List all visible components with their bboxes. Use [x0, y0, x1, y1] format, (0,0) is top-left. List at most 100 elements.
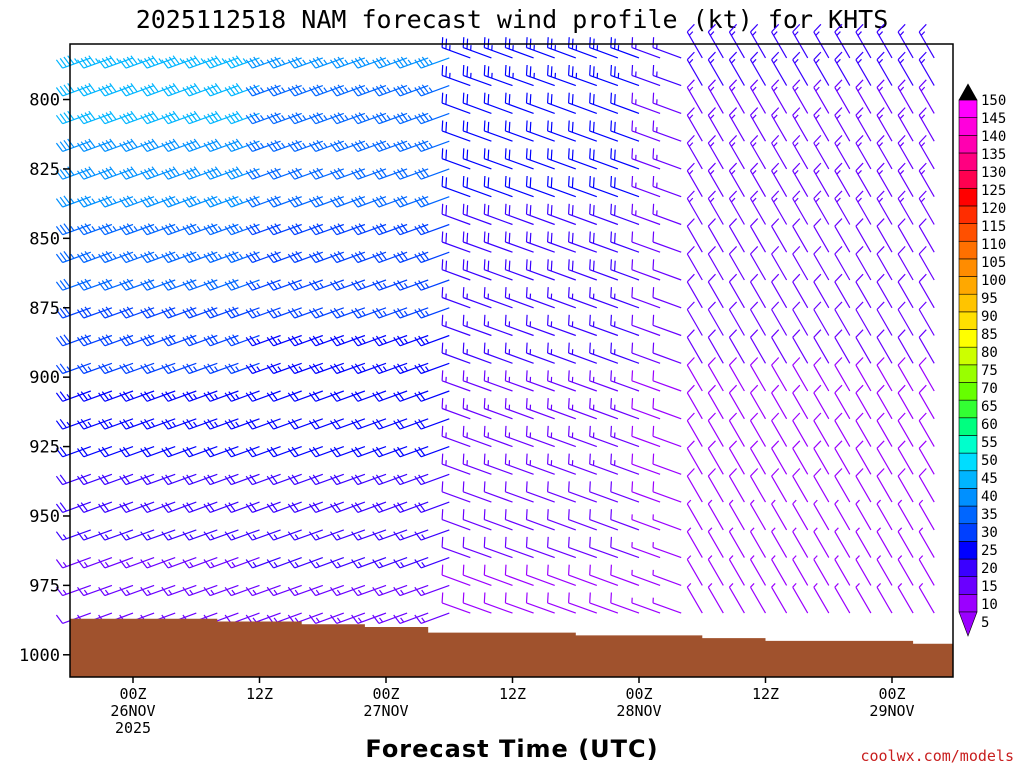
wind-barb [792, 245, 809, 281]
wind-barb [547, 481, 577, 503]
wind-barb [504, 203, 534, 226]
wind-barb [568, 37, 598, 59]
wind-barb [834, 527, 851, 558]
wind-barb [652, 259, 682, 281]
wind-barb [224, 529, 260, 541]
wind-barb [792, 357, 809, 392]
wind-barb [182, 334, 218, 347]
wind-barb [462, 64, 492, 87]
wind-barb [98, 55, 134, 69]
wind-barb [525, 231, 555, 253]
wind-barb [98, 529, 134, 541]
wind-barb [686, 134, 703, 170]
wind-barb [707, 582, 724, 614]
wind-barb [330, 501, 366, 513]
wind-barb [813, 329, 830, 364]
speed-colorbar: 1501451401351301251201151101051009590858… [958, 83, 1006, 637]
wind-barb [749, 190, 767, 225]
wind-barb [224, 418, 260, 430]
wind-barb [330, 446, 366, 458]
wind-barb [547, 425, 577, 448]
wind-barb [245, 584, 281, 597]
wind-barb [897, 412, 914, 447]
wind-barb [610, 64, 640, 87]
wind-barb [686, 412, 703, 447]
wind-barb [771, 329, 788, 364]
wind-barb [610, 342, 640, 364]
wind-barb [483, 287, 513, 309]
wind-barb [203, 251, 239, 264]
wind-barb [792, 499, 809, 531]
wind-barb [140, 362, 176, 375]
wind-barb [504, 259, 534, 281]
wind-barb [918, 190, 935, 225]
wind-barb [55, 584, 92, 597]
wind-barb [224, 334, 260, 347]
wind-barb [855, 301, 872, 336]
colorbar-cell [958, 152, 978, 171]
wind-barb [686, 218, 703, 253]
wind-barb [834, 412, 851, 447]
wind-barb [351, 501, 387, 513]
wind-barb [182, 557, 218, 569]
wind-barb [393, 584, 429, 597]
wind-barb [161, 278, 197, 291]
wind-barb [728, 440, 745, 475]
wind-barb [182, 446, 218, 458]
wind-barb [631, 569, 661, 586]
wind-barb [918, 273, 935, 309]
wind-barb [686, 440, 703, 475]
wind-barb [372, 557, 408, 569]
wind-barb [610, 536, 640, 559]
x-tick-label: 2025 [115, 719, 151, 737]
wind-barb [876, 527, 893, 558]
wind-barb [918, 357, 935, 392]
x-tick-label: 00Z [372, 685, 399, 703]
colorbar-label: 105 [981, 255, 1006, 271]
wind-barb [589, 92, 619, 114]
wind-barb [568, 398, 598, 420]
wind-barb [140, 55, 176, 69]
wind-barb [897, 468, 914, 503]
x-axis-label: Forecast Time (UTC) [365, 735, 658, 763]
wind-barb [441, 509, 471, 531]
wind-barb [792, 301, 809, 336]
wind-barb [728, 301, 745, 336]
wind-barb [414, 112, 450, 125]
wind-barb [631, 287, 661, 309]
wind-barb [652, 64, 682, 87]
wind-barb [182, 55, 218, 69]
wind-barb [77, 390, 113, 402]
wind-barb [224, 195, 260, 208]
wind-barb [897, 218, 914, 253]
wind-barb [119, 83, 155, 97]
wind-barb [330, 557, 366, 569]
wind-barb [918, 79, 935, 114]
wind-barb [504, 342, 534, 364]
wind-barb [245, 56, 281, 69]
wind-barb [372, 418, 408, 430]
wind-barb [119, 251, 155, 264]
wind-barb [918, 107, 935, 142]
wind-barb [897, 162, 914, 197]
wind-barb [631, 175, 661, 198]
wind-barb [589, 203, 619, 226]
wind-barb [686, 468, 703, 503]
wind-barb [161, 473, 197, 486]
wind-barb [547, 120, 577, 142]
wind-barb [686, 107, 703, 142]
wind-barb [728, 468, 745, 503]
wind-barb [771, 527, 788, 558]
wind-barb [547, 564, 577, 586]
colorbar-cell [958, 117, 978, 136]
wind-barb [441, 287, 471, 309]
wind-barb [728, 79, 745, 114]
colorbar-cell [958, 488, 978, 507]
wind-barb [351, 529, 387, 541]
wind-barb [631, 120, 661, 142]
wind-barb [504, 453, 534, 475]
wind-barb [287, 529, 324, 541]
wind-barb [414, 279, 450, 291]
wind-barb [330, 612, 366, 624]
wind-barb [462, 203, 492, 226]
